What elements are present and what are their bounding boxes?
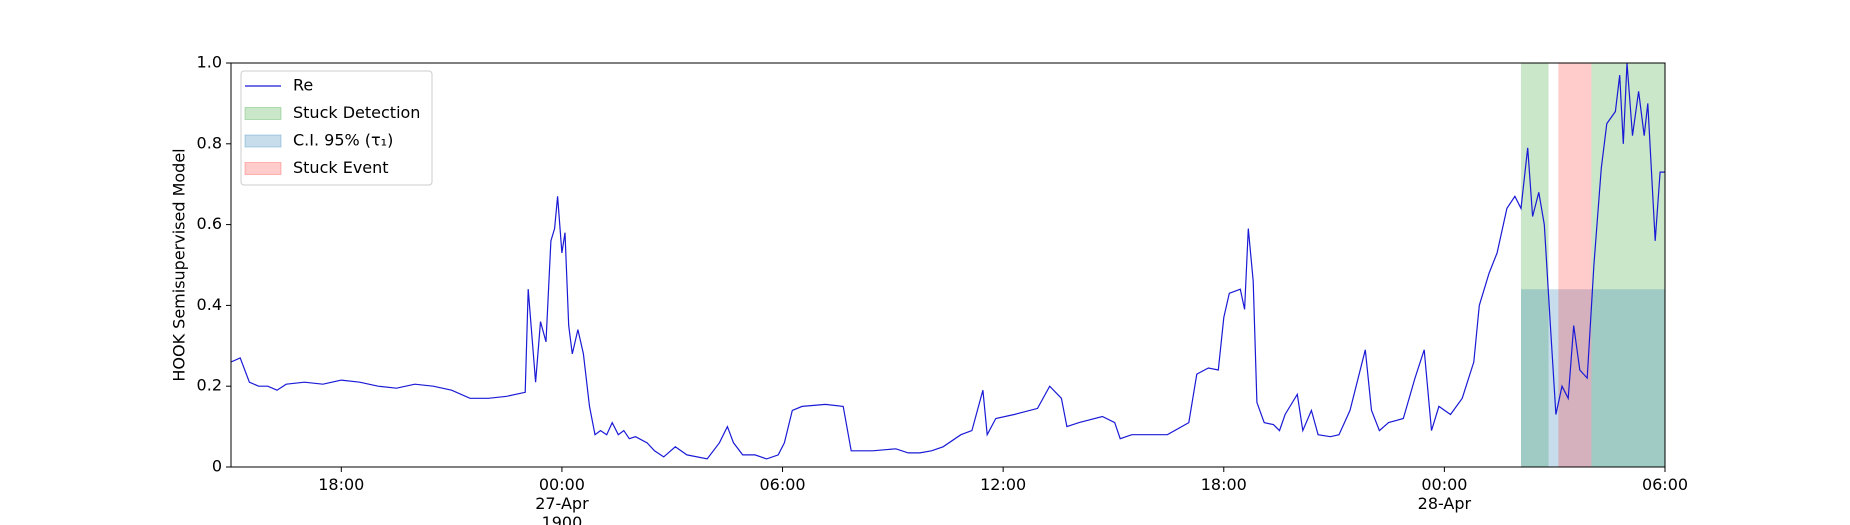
y-tick-label: 0.4	[197, 295, 222, 314]
x-tick-label: 18:00	[318, 475, 364, 494]
x-tick-label: 06:00	[1642, 475, 1688, 494]
legend-patch	[244, 107, 282, 120]
legend-label: C.I. 95% (τ₁)	[293, 131, 393, 150]
span	[1520, 289, 1665, 467]
y-tick-label: 0.8	[197, 133, 222, 152]
series-line	[230, 62, 1665, 460]
legend-label: Re	[293, 76, 313, 95]
legend-patch	[244, 162, 282, 175]
legend-label: Stuck Detection	[293, 103, 420, 122]
x-tick-label: 06:00	[759, 475, 805, 494]
legend: Re Stuck Detection C.I. 95% (τ₁) Stuck Even…	[240, 70, 433, 186]
y-tick-label: 0	[212, 457, 222, 476]
span	[1520, 63, 1549, 467]
span	[1558, 63, 1592, 467]
legend-patch	[244, 134, 282, 148]
x-tick-label: 00:00 28-Apr	[1418, 475, 1472, 513]
span	[1591, 63, 1665, 467]
y-tick-label: 1.0	[197, 53, 222, 72]
x-tick-label: 00:00 27-Apr 1900	[535, 475, 589, 525]
y-axis-label: HOOK Semisupervised Model	[170, 148, 189, 381]
x-tick-label: 18:00	[1201, 475, 1247, 494]
legend-frame	[240, 70, 433, 186]
y-tick-label: 0.6	[197, 214, 222, 233]
plot-frame	[230, 62, 1666, 468]
legend-label: Stuck Event	[293, 158, 389, 177]
y-tick-label: 0.2	[197, 376, 222, 395]
spans	[1520, 63, 1665, 467]
x-tick-label: 12:00	[980, 475, 1026, 494]
